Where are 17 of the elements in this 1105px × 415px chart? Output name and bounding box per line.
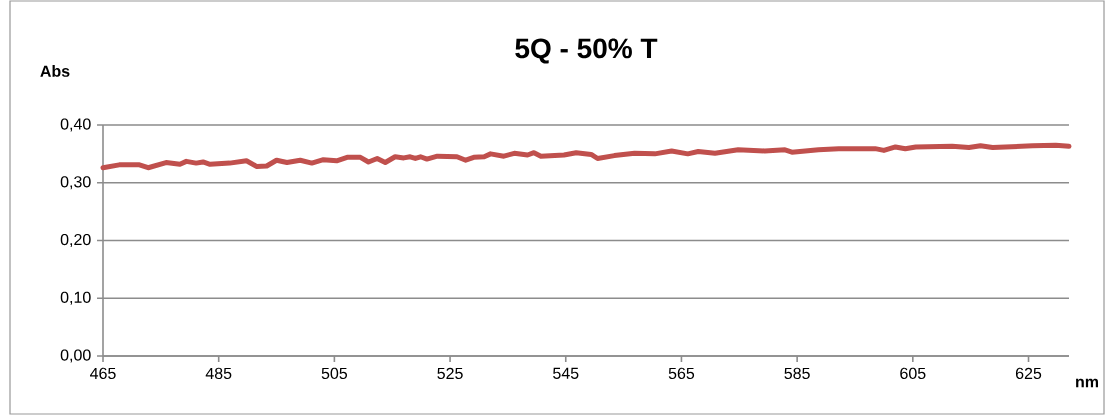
y-tick-label: 0,10 bbox=[60, 291, 91, 305]
y-tick-label: 0,40 bbox=[60, 118, 91, 132]
x-tick-label: 465 bbox=[90, 367, 116, 380]
x-tick-label: 525 bbox=[437, 367, 463, 380]
x-tick-label: 485 bbox=[205, 367, 232, 380]
x-tick-label: 545 bbox=[553, 367, 579, 379]
y-tick-label: 0,30 bbox=[60, 176, 91, 190]
x-tick-label: 605 bbox=[900, 367, 926, 380]
y-tick-label: 0,20 bbox=[60, 233, 91, 248]
x-tick-label: 565 bbox=[668, 367, 695, 380]
chart-title: 5Q - 50% T bbox=[515, 38, 658, 64]
x-tick-label: 625 bbox=[1015, 367, 1042, 380]
y-tick-label: 0,00 bbox=[60, 349, 91, 363]
y-axis-title: Abs bbox=[40, 65, 70, 77]
x-tick-label: 505 bbox=[321, 367, 348, 380]
x-tick-label: 585 bbox=[784, 367, 810, 380]
x-axis-title: nm bbox=[1076, 378, 1099, 388]
